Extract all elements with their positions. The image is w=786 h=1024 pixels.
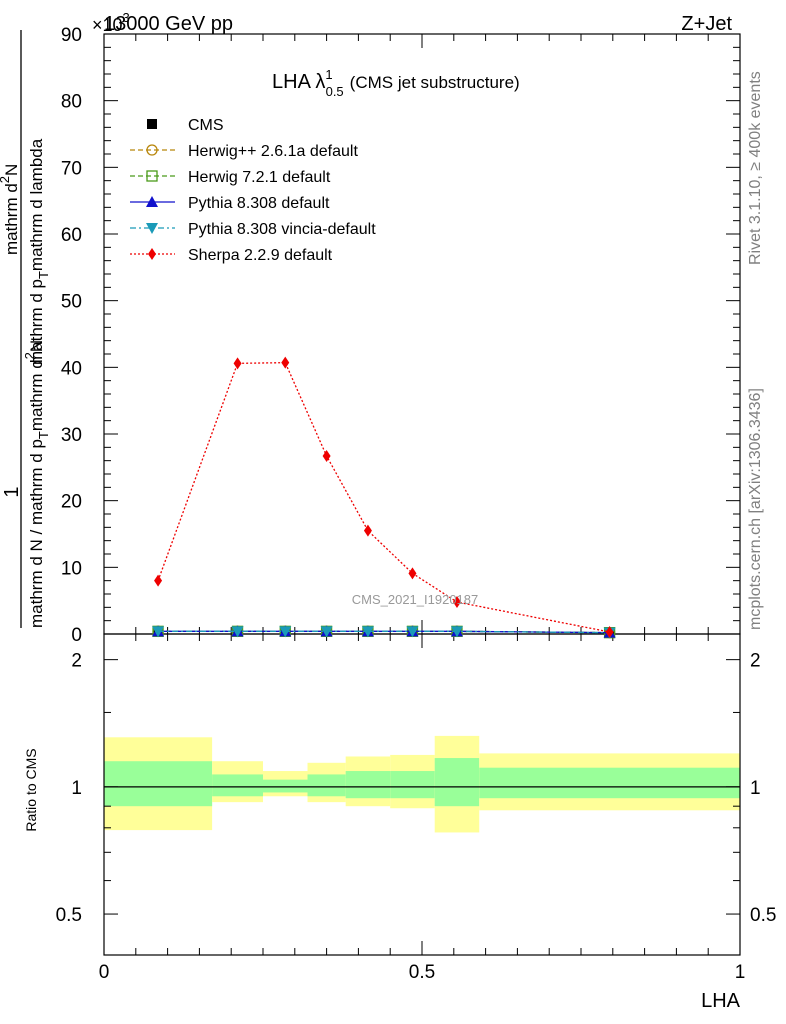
data-point xyxy=(279,626,292,638)
data-series xyxy=(152,356,616,639)
series-sherpa xyxy=(154,356,614,638)
plot-title: LHA λ1 0.5 (CMS jet substructure) xyxy=(272,67,520,99)
ratio-band-inner xyxy=(390,771,435,799)
legend-marker xyxy=(147,119,157,129)
ratio-band-inner xyxy=(307,774,346,797)
legend-label: Pythia 8.308 default xyxy=(188,195,330,212)
data-point xyxy=(281,356,290,369)
y-tick-label: 80 xyxy=(61,92,82,113)
ratio-tick-label-right: 1 xyxy=(750,778,761,799)
data-point xyxy=(452,596,461,608)
y-tick-label: 70 xyxy=(61,158,82,179)
legend-entry-sherpa: Sherpa 2.2.9 default xyxy=(130,247,333,264)
ratio-band-inner xyxy=(212,774,263,797)
mcplots-credit-label: mcplots.cern.ch [arXiv:1306.3436] xyxy=(747,388,764,630)
data-point xyxy=(361,626,374,638)
legend-entry-herwig7: Herwig 7.2.1 default xyxy=(130,169,331,186)
ratio-uncertainty-bands xyxy=(104,735,740,833)
legend-marker xyxy=(146,196,158,207)
x-tick-label: 0 xyxy=(99,962,110,983)
ratio-tick-label-right: 2 xyxy=(750,651,761,672)
legend-label: CMS xyxy=(188,117,224,134)
data-point xyxy=(233,357,242,370)
data-point xyxy=(363,524,372,537)
ratio-axis-title: Ratio to CMS xyxy=(23,748,39,831)
y-tick-label: 10 xyxy=(61,558,82,579)
y-axis-title-numerator: 1 xyxy=(1,486,23,497)
ratio-tick-label: 2 xyxy=(71,651,82,672)
ratio-band-inner xyxy=(345,771,391,799)
ratio-tick-label-right: 0.5 xyxy=(750,905,776,926)
legend-entry-cms: CMS xyxy=(147,117,224,134)
y-axis-title-numerator-derivative: mathrm d2N xyxy=(0,164,21,255)
legend-marker xyxy=(146,170,158,182)
x-tick-label: 1 xyxy=(735,962,746,983)
y-tick-label: 0 xyxy=(71,625,82,646)
y-tick-label: 90 xyxy=(61,25,82,46)
legend-label: Sherpa 2.2.9 default xyxy=(188,247,333,264)
data-point xyxy=(605,626,614,638)
y-exponent-label: ×103 xyxy=(92,10,130,35)
series-line xyxy=(158,630,610,634)
legend-marker xyxy=(146,223,158,234)
ratio-band-inner xyxy=(434,758,480,807)
legend-label: Herwig 7.2.1 default xyxy=(188,169,331,186)
y-tick-label: 50 xyxy=(61,292,82,313)
legend-entry-pythia_vincia: Pythia 8.308 vincia-default xyxy=(130,221,376,238)
ratio-tick-label: 0.5 xyxy=(56,905,82,926)
legend-entry-pythia: Pythia 8.308 default xyxy=(130,195,330,212)
analysis-watermark: CMS_2021_I1920187 xyxy=(352,592,479,607)
x-tick-label: 0.5 xyxy=(409,962,435,983)
data-point xyxy=(406,626,419,638)
data-point xyxy=(231,626,244,638)
y-tick-label: 20 xyxy=(61,492,82,513)
header-left-title: 13000 GeV pp xyxy=(104,13,233,35)
y-axis-title: 1 mathrm d N / mathrm d pTmathrm d2N mat… xyxy=(0,30,51,628)
data-point xyxy=(450,626,463,638)
legend-label: Herwig++ 2.6.1a default xyxy=(188,143,358,160)
series-line xyxy=(157,362,610,633)
data-point xyxy=(154,574,163,587)
header-right-title: Z+Jet xyxy=(681,13,732,35)
y-axis-title-denominator: mathrm d N / mathrm d pTmathrm d2N xyxy=(22,340,51,628)
series-pythia_vincia xyxy=(152,626,616,639)
rivet-version-label: Rivet 3.1.10, ≥ 400k events xyxy=(747,71,764,265)
ratio-band-inner xyxy=(104,761,213,807)
y-tick-label: 30 xyxy=(61,425,82,446)
ratio-band-inner xyxy=(263,779,308,793)
y-tick-label: 60 xyxy=(61,225,82,246)
ratio-band-inner xyxy=(479,767,740,799)
data-point xyxy=(322,450,331,462)
data-point xyxy=(152,626,165,638)
legend-entry-herwig_pp: Herwig++ 2.6.1a default xyxy=(130,143,358,160)
data-point xyxy=(408,567,417,580)
legend-label: Pythia 8.308 vincia-default xyxy=(188,221,376,238)
y-tick-label: 40 xyxy=(61,358,82,379)
ratio-tick-label: 1 xyxy=(71,778,82,799)
legend-marker xyxy=(148,248,156,260)
y-axis-title-denominator-derivative: mathrm d pTmathrm d lambda xyxy=(27,138,51,365)
data-point xyxy=(320,626,333,638)
x-axis-title: LHA xyxy=(701,990,741,1012)
legend-marker xyxy=(146,144,158,156)
legend: CMS Herwig++ 2.6.1a default Herwig 7.2.1 d… xyxy=(130,117,376,264)
